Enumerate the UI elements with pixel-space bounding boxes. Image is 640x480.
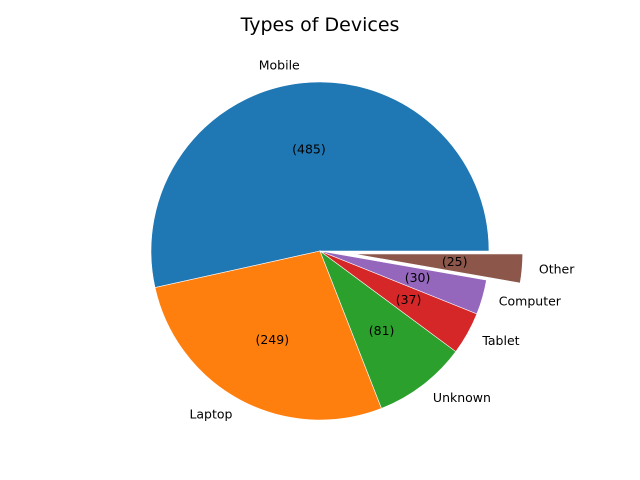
value-label-other: (25) [442, 254, 468, 269]
pie-slice-unknown [319, 250, 457, 409]
value-label-mobile: (485) [292, 142, 326, 157]
pie-slice-laptop [154, 250, 382, 421]
category-label-tablet: Tablet [481, 333, 519, 348]
pie-slice-computer [319, 250, 487, 315]
value-labels: (485) (249) (81) (37) (30) (25) [255, 142, 467, 347]
category-label-mobile: Mobile [259, 58, 300, 73]
chart-title: Types of Devices [240, 14, 400, 36]
pie-slices [150, 81, 523, 421]
category-labels: Mobile Laptop Unknown Tablet Computer Other [189, 58, 575, 422]
category-label-other: Other [539, 262, 575, 277]
value-label-unknown: (81) [369, 323, 395, 338]
category-label-unknown: Unknown [433, 390, 491, 405]
pie-slice-mobile [150, 81, 490, 288]
category-label-computer: Computer [499, 293, 562, 308]
category-label-laptop: Laptop [189, 407, 232, 422]
value-label-laptop: (249) [255, 332, 289, 347]
pie-slice-other [353, 253, 523, 284]
value-label-computer: (30) [405, 270, 431, 285]
value-label-tablet: (37) [396, 292, 422, 307]
